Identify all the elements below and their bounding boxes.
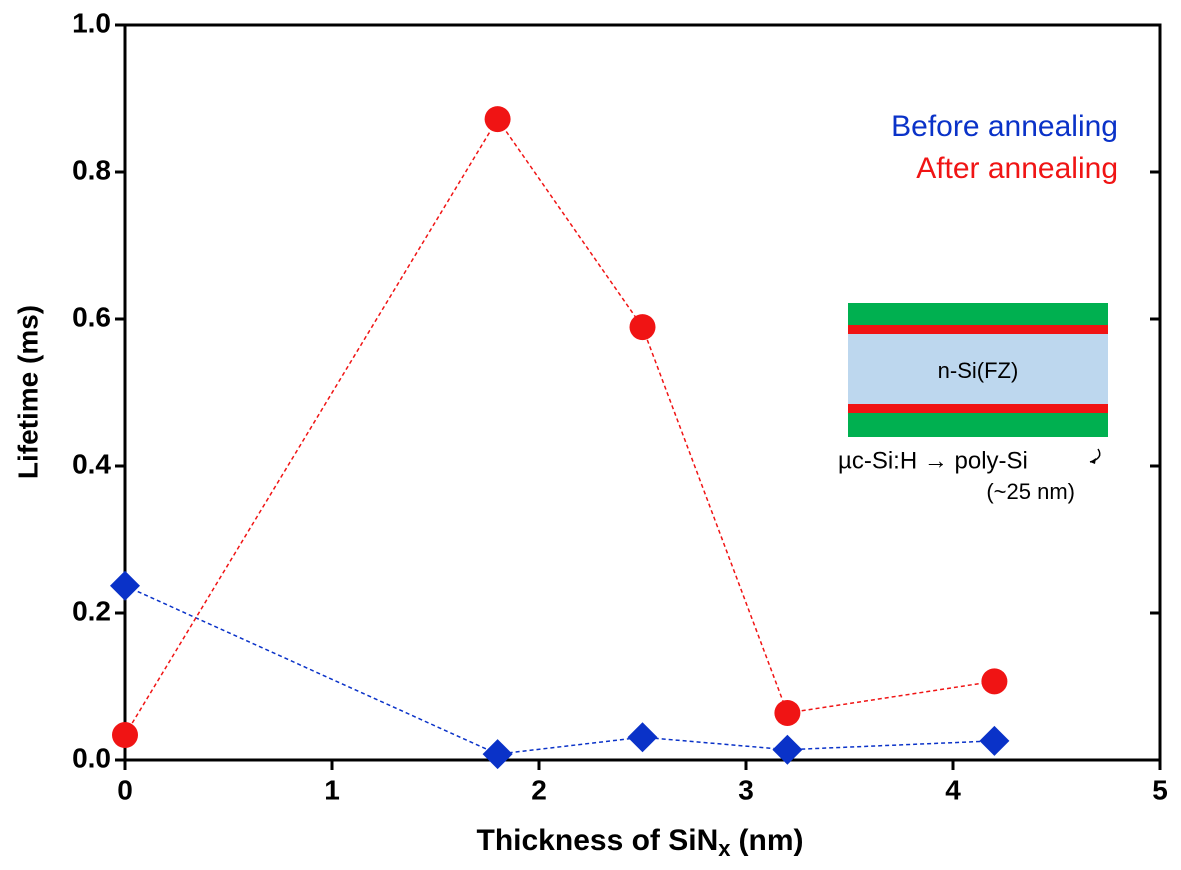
x-tick-label: 0 (117, 774, 133, 805)
inset-label: µc-Si:H → poly-Si (838, 447, 1028, 474)
legend-entry: After annealing (916, 152, 1118, 185)
x-axis-label-part: Thickness of SiN (477, 824, 719, 857)
x-tick-label: 3 (738, 774, 754, 805)
x-axis-label-part: x (718, 836, 731, 861)
marker (774, 699, 801, 726)
y-tick-label: 0.4 (72, 448, 111, 479)
marker (484, 106, 511, 133)
series-line (124, 585, 995, 755)
x-tick-label: 5 (1152, 774, 1168, 805)
marker (112, 722, 138, 749)
marker (772, 734, 803, 765)
y-tick-label: 0.2 (72, 595, 111, 626)
x-tick-label: 1 (324, 774, 340, 805)
y-axis-label: Lifetime (ms) (12, 305, 43, 479)
y-tick-label: 1.0 (72, 7, 111, 38)
marker (979, 725, 1010, 756)
x-axis-label: Thickness of SiNx (nm) (477, 824, 804, 861)
marker (629, 314, 656, 341)
inset-arrowhead (1090, 458, 1096, 464)
y-tick-label: 0.6 (72, 301, 111, 332)
y-tick-label: 0.8 (72, 154, 111, 185)
inset-label: (~25 nm) (986, 479, 1075, 504)
inset-core (848, 334, 1108, 404)
plot-frame (123, 23, 1162, 762)
marker (981, 668, 1008, 695)
legend-entry: Before annealing (891, 110, 1118, 143)
marker (482, 739, 513, 770)
y-tick-label: 0.0 (72, 742, 111, 773)
inset-label: n-Si(FZ) (938, 358, 1019, 383)
x-tick-label: 2 (531, 774, 547, 805)
x-axis-label-part: (nm) (739, 824, 804, 857)
marker (627, 722, 658, 753)
x-tick-label: 4 (945, 774, 961, 805)
marker (110, 570, 140, 601)
